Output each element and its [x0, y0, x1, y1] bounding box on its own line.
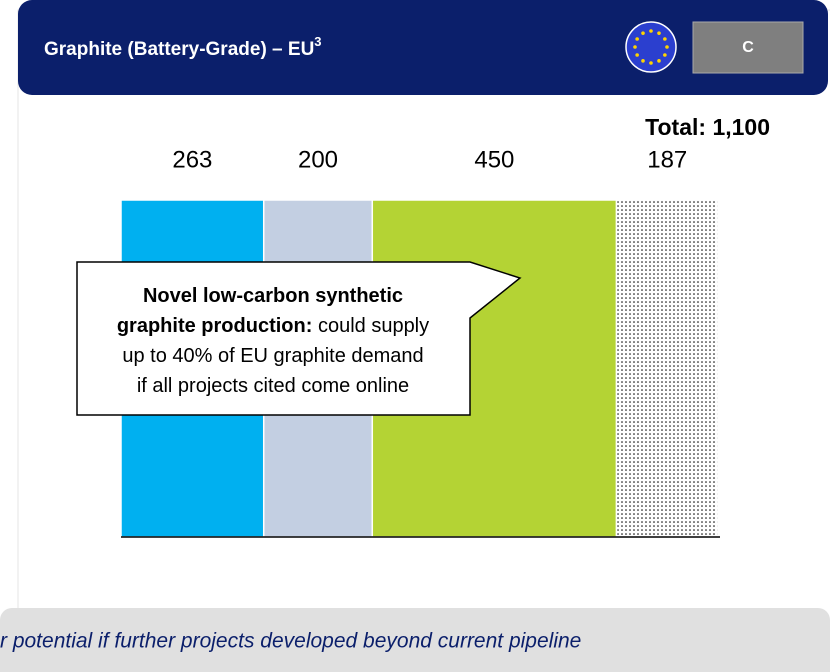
callout-text: Novel low-carbon synthetic: [143, 285, 403, 307]
footer-band: [0, 608, 830, 672]
value-label: 263: [172, 146, 212, 173]
callout-line: Novel low-carbon synthetic: [143, 285, 403, 307]
callout-box: [76, 261, 522, 416]
callout-text: if all projects cited come online: [137, 375, 409, 397]
flag-star: [649, 29, 653, 33]
callout-line: if all projects cited come online: [137, 375, 409, 397]
badge-box: [692, 21, 804, 74]
flag-star: [641, 59, 645, 63]
value-label: 187: [647, 146, 687, 173]
card-title: Graphite (Battery-Grade) – EU3: [44, 34, 322, 60]
flag-star: [641, 31, 645, 35]
flag-star: [649, 61, 653, 65]
flag-star: [635, 53, 639, 57]
bar-segment: [615, 199, 719, 538]
total-label: Total: 1,100: [645, 114, 770, 140]
footer-text: r potential if further projects develope…: [0, 630, 581, 653]
flag-star: [663, 37, 667, 41]
flag-star: [633, 45, 637, 49]
eu-flag: [625, 21, 677, 73]
flag-star: [657, 59, 661, 63]
flag-star: [657, 31, 661, 35]
badge: C: [742, 39, 754, 56]
value-label: 450: [474, 146, 514, 173]
flag-star: [663, 53, 667, 57]
callout-line: graphite production: could supply: [117, 315, 429, 337]
header: [18, 0, 828, 95]
callout-text: up to 40% of EU graphite demand: [122, 345, 423, 367]
callout-text: could supply: [312, 315, 429, 337]
flag-star: [665, 45, 669, 49]
flag-star: [635, 37, 639, 41]
value-label: 200: [298, 146, 338, 173]
callout-line: up to 40% of EU graphite demand: [122, 345, 423, 367]
callout-text: graphite production:: [117, 315, 313, 337]
